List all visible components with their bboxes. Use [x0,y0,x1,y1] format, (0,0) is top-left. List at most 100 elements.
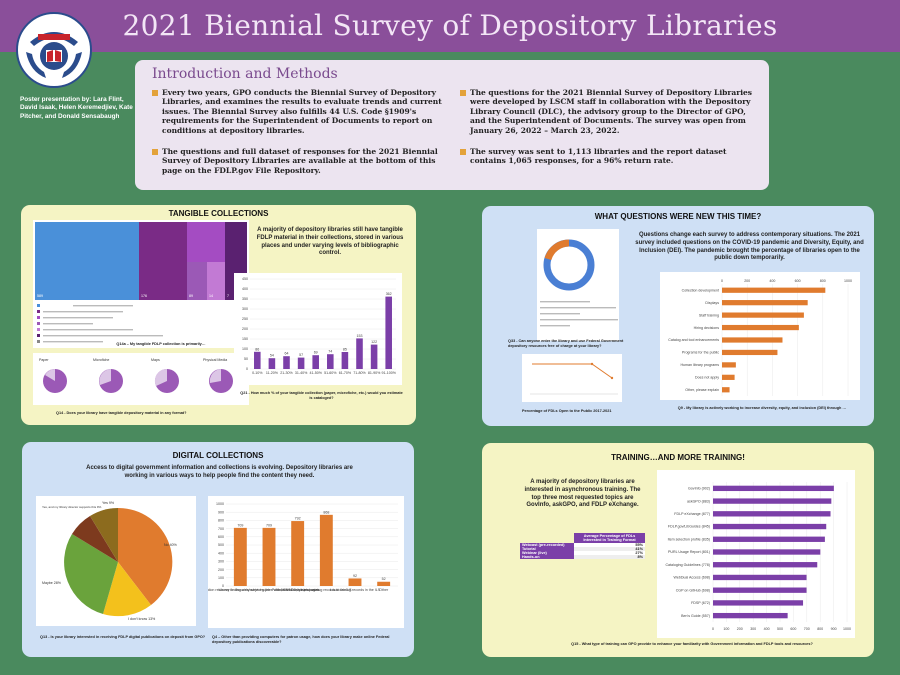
format-pies: Paper Microfiche Maps Physical Media [33,353,249,405]
x-tick-label: 41-50% [310,371,323,375]
intro-bullet: The questions and full dataset of respon… [152,147,442,175]
y-tick-label: FDLP eXchange (877) [674,512,710,516]
bar [327,354,334,369]
x-tick-label: Library finding aids/subject guides with… [218,588,319,592]
y-tick-label: Item selection profile (835) [668,537,710,541]
y-tick-label: 50 [244,357,248,361]
bar [713,498,832,504]
x-tick-label: 61-70% [339,371,352,375]
bar [283,356,290,369]
pie-label: Yes 9% [102,501,115,505]
y-tick-label: 1000 [216,502,224,506]
bar [713,549,821,555]
y-tick-label: 0 [246,367,248,371]
x-tick-label: 900 [831,627,837,631]
bar-value-label: 74 [328,350,332,354]
treemap-value: 89 [189,294,193,298]
x-tick-label: 1000 [843,627,851,631]
trend-line [532,363,613,379]
bar [722,349,778,356]
bar-value-label: 122 [371,340,377,344]
bar [713,612,788,619]
bar [297,357,305,369]
pie-paper [43,369,67,393]
intro-title: Introduction and Methods [152,66,338,82]
bar [385,296,392,369]
bar-value-label: 709 [266,523,272,527]
bullet-text: Every two years, GPO conducts the Bienni… [162,88,442,135]
trend-point [590,362,594,366]
bar [722,337,783,343]
bar [722,362,736,368]
treemap-cell [187,222,225,262]
pie-slice-maybe [64,534,118,614]
y-tick-label: Catalog and tool enhancements [668,338,719,342]
x-tick-label: 800 [817,627,823,631]
donut-segment [544,239,570,261]
y-tick-label: 900 [218,510,224,514]
dei-bar-chart: 0 200 400 600 800 1000 Collection development D… [660,272,860,400]
pie-slice-dont-know [103,562,151,617]
bar [348,578,362,586]
y-tick-label: 100 [242,347,248,351]
bar-value-label: 792 [295,517,301,521]
pie-microfiche [99,369,123,393]
open-trend-line-chart [522,354,622,402]
panel-title: TRAINING…AND MORE TRAINING! [611,453,745,462]
pies-svg: Paper Microfiche Maps Physical Media [39,358,233,393]
pie-slice-no [118,507,173,605]
line-caption: Percentage of FDLs Open to the Public 20… [522,409,612,413]
y-tick-label: FDSP (672) [691,601,710,605]
y-tick-label: Ben's Guide (557) [681,614,710,618]
bar-value-label: 57 [299,353,303,357]
bar [291,521,305,586]
x-tick-label: Other [379,588,389,592]
title-banner [0,0,900,52]
bar-value-label: 362 [386,292,392,296]
intro-panel: Introduction and Methods Every two years… [135,60,769,190]
intro-bullet: Every two years, GPO conducts the Bienni… [152,88,442,135]
x-tick-label: Government information resource or disco… [208,588,305,592]
x-tick-label: 1000 [844,279,852,283]
bar [722,374,735,380]
bar [722,300,808,306]
y-tick-label: CGP on GitHub (698) [676,588,710,592]
open-access-donut [537,229,619,341]
bar [268,358,276,369]
treemap-legend [37,304,163,343]
y-tick-label: Other, please explain [685,388,719,392]
bar-value-label: 709 [237,523,243,527]
treemap-cell [187,262,207,300]
y-tick-label: GovInfo (902) [688,487,710,491]
y-tick-label: Hiring decisions [694,326,720,330]
bar [713,511,831,517]
panel-text: Questions change each survey to address … [635,232,864,262]
treemap-value: 176 [141,294,147,298]
x-tick-label: 400 [764,627,770,631]
bar-value-label: 868 [323,510,329,514]
pie-physical-media [209,369,233,393]
bar-value-label: 86 [255,347,259,351]
trend-point [610,376,614,380]
bar [713,562,818,568]
pie-label: Paper [39,358,49,362]
y-tick-label: 400 [218,551,224,555]
pie-svg: No 40% I don't know 13% Maybe 28% Yes, a… [42,501,178,621]
x-tick-label: 31-40% [295,371,308,375]
x-tick-label: 0 [712,627,714,631]
y-tick-label: 150 [242,337,248,341]
y-tick-label: 800 [218,519,224,523]
bar-caption: Q4 – Other than providing computers for … [212,635,390,644]
x-tick-label: 200 [744,279,750,283]
bullet-text: The questions for the 2021 Biennial Surv… [470,88,753,135]
bullet-marker [460,90,466,96]
x-tick-label: 400 [769,279,775,283]
x-tick-label: 100 [723,627,729,631]
pie-label: Maps [151,358,160,362]
y-tick-label: Does not apply [695,376,719,380]
donut-caption: Q33 - Can anyone enter the library and u… [508,339,624,348]
y-tick-label: 100 [218,576,224,580]
x-tick-label: 300 [750,627,756,631]
y-tick-label: 250 [242,317,248,321]
pie-label: Microfiche [93,358,109,362]
